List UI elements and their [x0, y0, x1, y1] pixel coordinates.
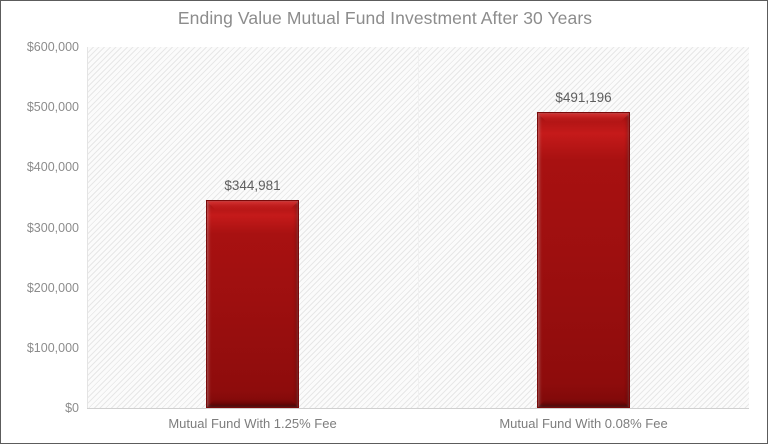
bar-value-label: $491,196 [555, 90, 612, 106]
bar [537, 112, 630, 408]
chart-title: Ending Value Mutual Fund Investment Afte… [177, 8, 593, 28]
x-axis-category-label: Mutual Fund With 1.25% Fee [168, 416, 337, 431]
plot-area [87, 47, 749, 408]
category-gridline [418, 47, 419, 408]
y-axis-tick-label: $300,000 [26, 220, 79, 235]
y-axis-tick-label: $100,000 [26, 340, 79, 355]
y-axis-tick-label: $0 [65, 401, 79, 415]
x-axis-line [87, 408, 749, 409]
bar [206, 200, 299, 408]
x-axis-category-label: Mutual Fund With 0.08% Fee [499, 416, 668, 431]
y-axis-tick-label: $200,000 [26, 280, 79, 295]
y-axis-tick-label: $500,000 [26, 100, 79, 115]
y-axis: $0 $100,000 $200,000 $300,000 $400,000 $500,0… [1, 40, 79, 415]
y-axis-tick-label: $400,000 [26, 160, 79, 175]
y-axis-line [87, 47, 88, 408]
bar-value-label: $344,981 [224, 178, 281, 194]
y-axis-tick-label: $600,000 [26, 40, 79, 54]
